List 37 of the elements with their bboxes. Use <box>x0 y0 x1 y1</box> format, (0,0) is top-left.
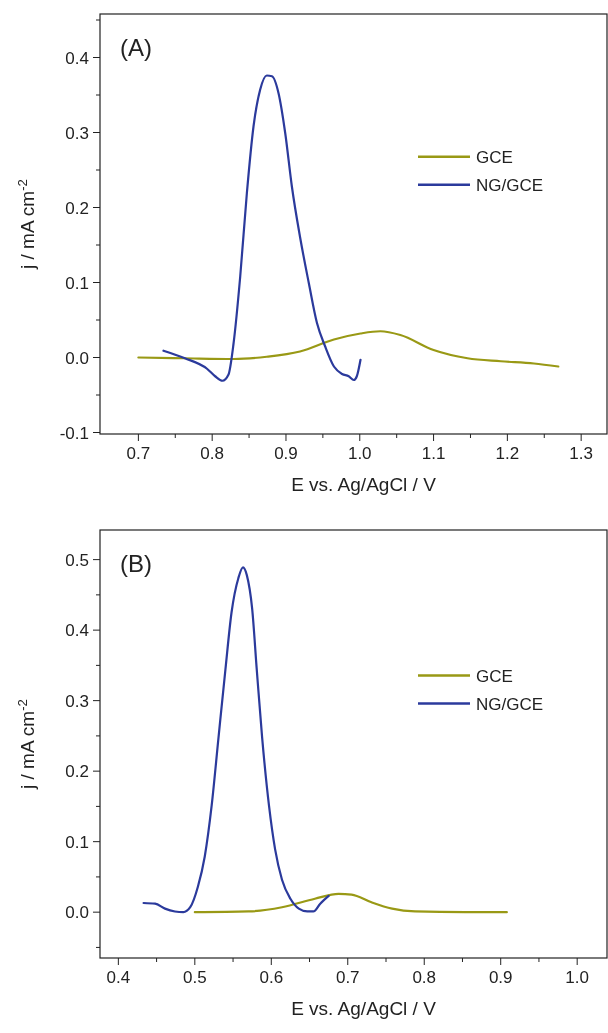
line-series <box>193 892 508 914</box>
legend-label: NG/GCE <box>476 175 544 195</box>
y-tick-label: 0.5 <box>65 550 89 570</box>
annotation: (A) <box>120 34 152 61</box>
annotation: (B) <box>120 550 152 577</box>
y-tick-label: 0.2 <box>65 762 89 782</box>
y-tick-label: -0.1 <box>59 423 89 443</box>
x-tick-label: 1.3 <box>569 444 593 463</box>
y-tick-label: 0.4 <box>65 621 89 641</box>
x-tick-label: 0.5 <box>183 968 207 987</box>
legend-label: GCE <box>476 147 513 167</box>
x-tick-label: 0.8 <box>200 444 224 463</box>
x-tick-label: 0.7 <box>126 444 151 463</box>
x-tick-label: 1.0 <box>347 444 372 463</box>
y-tick-label: 0.1 <box>65 273 89 293</box>
y-tick-label: 0.3 <box>65 123 89 143</box>
x-tick-label: 0.8 <box>412 968 437 987</box>
x-tick-label: 0.9 <box>274 444 298 463</box>
y-tick-label: 0.2 <box>65 198 89 218</box>
x-tick-label: 0.7 <box>335 968 360 987</box>
x-tick-label: 0.6 <box>259 968 284 987</box>
y-tick-label: 0.0 <box>65 348 89 368</box>
y-tick-label: 0.4 <box>65 48 89 68</box>
line-series <box>137 330 560 368</box>
y-tick-label: 0.0 <box>65 903 89 923</box>
x-tick-label: 0.9 <box>488 968 513 987</box>
x-tick-label: 1.2 <box>495 444 520 463</box>
line-series <box>162 74 362 382</box>
y-tick-label: 0.1 <box>65 832 89 852</box>
y-tick-label: 0.3 <box>65 691 89 711</box>
legend-label: GCE <box>476 666 513 686</box>
x-tick-label: 1.0 <box>565 968 589 987</box>
x-tick-label: 1.1 <box>421 444 446 463</box>
x-tick-label: 0.4 <box>106 968 131 987</box>
x-axis-title: E vs. Ag/AgCl / V <box>291 998 437 1019</box>
x-axis-title: E vs. Ag/AgCl / V <box>291 474 437 495</box>
legend-label: NG/GCE <box>476 694 544 714</box>
